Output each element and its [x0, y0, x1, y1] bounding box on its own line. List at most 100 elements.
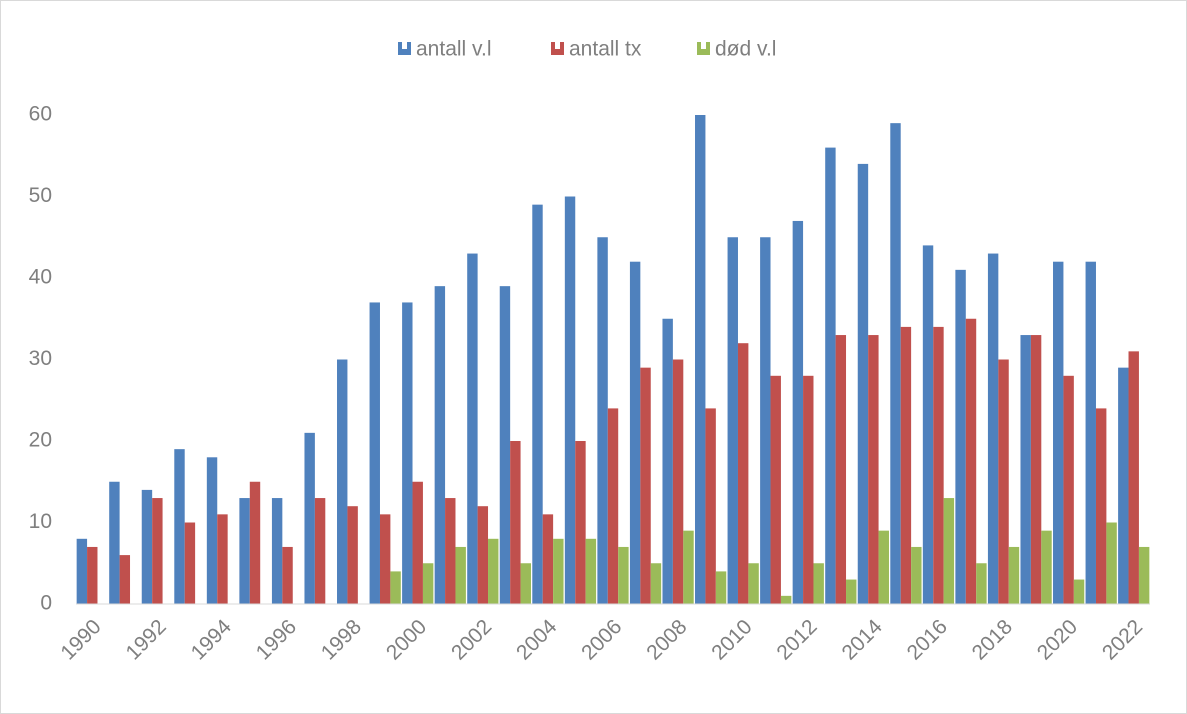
legend-label: antall tx — [569, 38, 642, 61]
bar — [379, 514, 391, 604]
bar — [1041, 530, 1052, 604]
bar — [1118, 367, 1129, 604]
bar — [510, 441, 521, 604]
bar — [1106, 522, 1117, 604]
bar — [1063, 375, 1074, 604]
bar — [542, 514, 554, 604]
y-tick-label: 40 — [29, 266, 52, 289]
bar — [770, 375, 781, 604]
bar — [249, 481, 261, 604]
y-tick-label: 20 — [29, 429, 52, 452]
bar — [434, 286, 446, 604]
bar — [174, 449, 185, 604]
bar — [597, 237, 608, 604]
bar — [737, 343, 749, 604]
bar — [943, 498, 955, 604]
bar — [87, 546, 98, 604]
bar — [314, 498, 326, 604]
bar — [141, 489, 153, 604]
legend-label: død v.l — [715, 38, 776, 61]
bar — [780, 595, 792, 604]
bar — [347, 506, 358, 604]
bar — [695, 115, 706, 604]
legend-label: antall v.l — [416, 38, 491, 61]
bar — [402, 302, 413, 604]
bar — [206, 457, 218, 604]
bar — [239, 498, 250, 604]
bar — [1073, 579, 1085, 604]
legend-swatch-inner — [701, 42, 706, 49]
bar — [109, 481, 120, 604]
bar — [650, 563, 662, 604]
bar — [976, 563, 987, 604]
bar — [585, 538, 597, 604]
bar — [467, 253, 478, 605]
bar — [76, 538, 88, 604]
legend-swatch-inner — [555, 42, 560, 49]
bar — [640, 367, 651, 604]
bar — [987, 253, 999, 605]
bar — [184, 522, 196, 604]
y-tick-label: 0 — [40, 592, 52, 615]
bar — [369, 302, 380, 604]
bar — [445, 498, 456, 604]
bar — [1020, 335, 1031, 604]
bar — [1085, 261, 1096, 604]
bar — [477, 506, 489, 604]
bar — [835, 335, 847, 604]
bar — [727, 237, 738, 604]
bar — [607, 408, 619, 604]
bar — [748, 563, 759, 604]
bar — [715, 571, 727, 604]
bar — [890, 123, 901, 605]
bar — [217, 514, 228, 604]
y-tick-label: 10 — [29, 510, 52, 533]
bar — [998, 359, 1009, 604]
bar — [271, 498, 283, 604]
bar — [412, 481, 423, 604]
bar — [520, 563, 531, 604]
bar — [683, 530, 694, 604]
legend-swatch-inner — [402, 42, 407, 49]
bar — [868, 335, 879, 604]
bar — [1138, 546, 1150, 604]
bar — [532, 204, 543, 604]
bar — [760, 237, 771, 604]
bar — [803, 375, 814, 604]
bar — [662, 318, 673, 604]
bar — [1053, 261, 1064, 604]
bar — [878, 530, 889, 604]
bar — [911, 546, 922, 604]
bar — [618, 546, 629, 604]
bar — [1095, 408, 1107, 604]
bar — [955, 269, 966, 604]
bar — [705, 408, 716, 604]
bar — [337, 359, 348, 604]
bar — [965, 318, 977, 604]
y-tick-label: 50 — [29, 184, 52, 207]
bar — [813, 563, 824, 604]
bar — [672, 359, 684, 604]
bar — [846, 579, 857, 604]
bar — [575, 441, 586, 604]
bar — [1008, 546, 1020, 604]
bar — [282, 546, 293, 604]
bar — [857, 163, 869, 604]
y-tick-label: 60 — [29, 103, 52, 126]
bar — [825, 147, 836, 604]
bar — [933, 326, 944, 604]
bar — [422, 563, 434, 604]
bar — [488, 538, 499, 604]
bar — [922, 245, 934, 604]
bar — [1128, 351, 1139, 604]
bar — [792, 220, 804, 604]
y-tick-label: 30 — [29, 347, 52, 370]
bar — [455, 546, 466, 604]
bar — [152, 498, 163, 604]
bar — [499, 286, 511, 604]
bar — [390, 571, 401, 604]
bar — [304, 432, 315, 604]
bar — [119, 555, 131, 604]
